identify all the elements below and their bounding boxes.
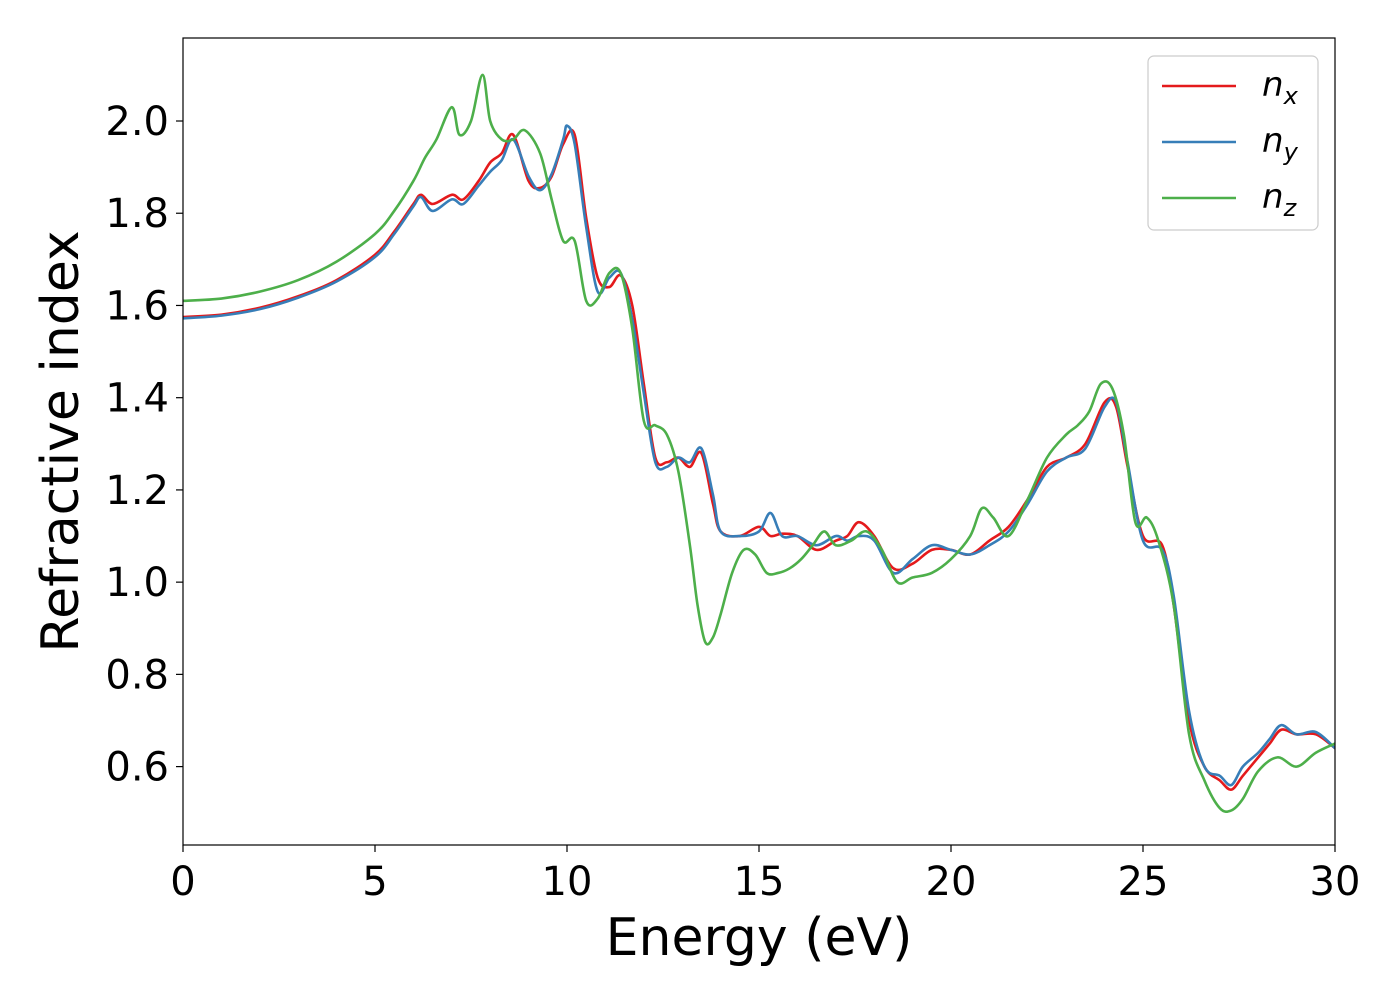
legend-label-main: n bbox=[1262, 121, 1284, 161]
x-tick-label: 20 bbox=[926, 859, 977, 905]
y-tick-label: 0.8 bbox=[105, 652, 169, 698]
y-tick-label: 1.8 bbox=[105, 191, 169, 237]
y-tick-label: 0.6 bbox=[105, 745, 169, 791]
x-axis-label: Energy (eV) bbox=[606, 908, 913, 968]
legend-label-main: n bbox=[1262, 65, 1284, 105]
y-tick-label: 1.4 bbox=[105, 376, 169, 422]
x-tick-label: 15 bbox=[734, 859, 785, 905]
x-axis-ticks: 0 5 10 15 20 25 30 bbox=[170, 845, 1360, 905]
legend-label-subscript: z bbox=[1283, 194, 1298, 222]
y-tick-label: 1.2 bbox=[105, 468, 169, 514]
y-axis-ticks: 0.6 0.8 1.0 1.2 1.4 1.6 1.8 2.0 bbox=[105, 99, 183, 791]
series-line-nz bbox=[183, 73, 1335, 814]
legend-label-subscript: y bbox=[1283, 138, 1299, 166]
legend-label-nz: nz bbox=[1262, 177, 1298, 222]
x-tick-label: 5 bbox=[362, 859, 387, 905]
y-axis-label: Refractive index bbox=[31, 230, 91, 652]
legend-label-nx: nx bbox=[1262, 65, 1299, 110]
legend-label-subscript: x bbox=[1283, 82, 1299, 110]
legend-label-ny: ny bbox=[1262, 121, 1299, 166]
series-line-ny bbox=[183, 124, 1335, 787]
x-tick-label: 30 bbox=[1310, 859, 1361, 905]
y-tick-label: 1.6 bbox=[105, 283, 169, 329]
legend-label-main: n bbox=[1262, 177, 1284, 217]
y-tick-label: 1.0 bbox=[105, 560, 169, 606]
x-tick-label: 25 bbox=[1118, 859, 1169, 905]
y-tick-label: 2.0 bbox=[105, 99, 169, 145]
x-tick-label: 10 bbox=[542, 859, 593, 905]
series-layer bbox=[183, 73, 1335, 814]
x-tick-label: 0 bbox=[170, 859, 195, 905]
